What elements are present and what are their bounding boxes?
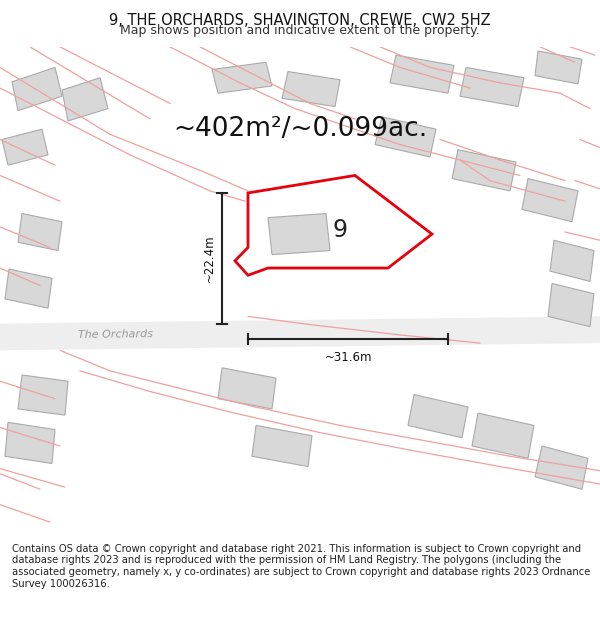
- Text: 9, THE ORCHARDS, SHAVINGTON, CREWE, CW2 5HZ: 9, THE ORCHARDS, SHAVINGTON, CREWE, CW2 …: [109, 13, 491, 28]
- Polygon shape: [522, 179, 578, 222]
- Polygon shape: [460, 68, 524, 106]
- Polygon shape: [218, 368, 276, 409]
- Text: The Orchards: The Orchards: [78, 329, 153, 341]
- Polygon shape: [252, 426, 312, 466]
- Polygon shape: [268, 214, 330, 254]
- Polygon shape: [452, 150, 516, 191]
- Text: Map shows position and indicative extent of the property.: Map shows position and indicative extent…: [120, 24, 480, 36]
- Polygon shape: [390, 55, 454, 93]
- Polygon shape: [5, 422, 55, 464]
- Polygon shape: [5, 269, 52, 308]
- Text: ~31.6m: ~31.6m: [324, 351, 372, 364]
- Polygon shape: [535, 446, 588, 489]
- Polygon shape: [472, 413, 534, 458]
- Text: ~402m²/~0.099ac.: ~402m²/~0.099ac.: [173, 116, 427, 142]
- Polygon shape: [62, 78, 108, 121]
- Polygon shape: [550, 240, 594, 281]
- Polygon shape: [18, 214, 62, 251]
- Polygon shape: [212, 62, 272, 93]
- Polygon shape: [12, 68, 62, 111]
- Polygon shape: [535, 51, 582, 84]
- Polygon shape: [0, 316, 600, 351]
- Polygon shape: [408, 394, 468, 438]
- Polygon shape: [548, 284, 594, 327]
- Polygon shape: [2, 129, 48, 165]
- Text: Contains OS data © Crown copyright and database right 2021. This information is : Contains OS data © Crown copyright and d…: [12, 544, 590, 589]
- Text: ~22.4m: ~22.4m: [203, 234, 215, 282]
- Polygon shape: [18, 375, 68, 415]
- Polygon shape: [282, 71, 340, 106]
- Text: 9: 9: [332, 218, 347, 242]
- Polygon shape: [375, 117, 436, 157]
